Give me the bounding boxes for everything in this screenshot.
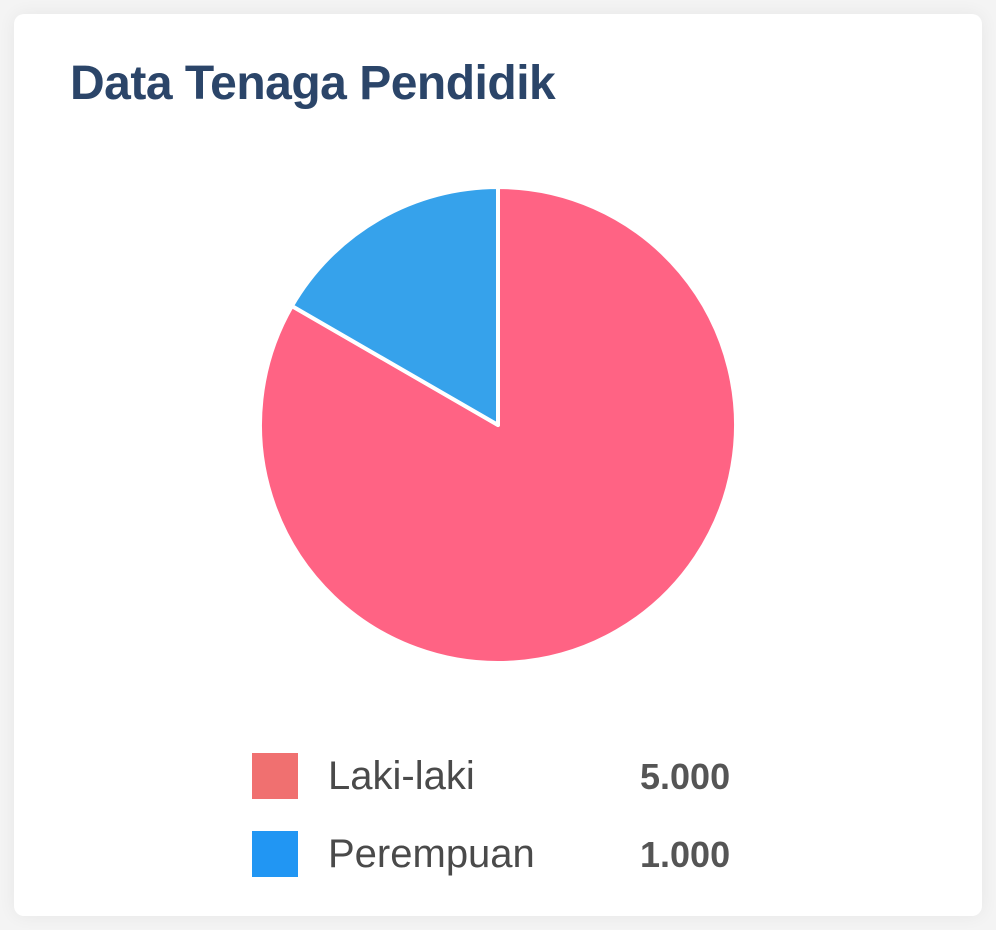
chart-legend: Laki-laki 5.000 Perempuan 1.000 (252, 752, 772, 908)
legend-item-perempuan[interactable]: Perempuan 1.000 (252, 830, 772, 878)
legend-label-laki-laki: Laki-laki (328, 754, 475, 798)
card-title: Data Tenaga Pendidik (70, 57, 556, 110)
chart-card: Data Tenaga Pendidik Laki-laki 5.000 Per… (14, 14, 982, 916)
legend-item-laki-laki[interactable]: Laki-laki 5.000 (252, 752, 772, 800)
legend-value-laki-laki: 5.000 (640, 756, 731, 797)
legend-swatch-laki-laki (252, 753, 298, 799)
legend-value-perempuan: 1.000 (640, 834, 731, 875)
legend-swatch-perempuan (252, 831, 298, 877)
pie-slice-laki-laki[interactable] (258, 185, 738, 665)
pie-slice-perempuan[interactable] (289, 185, 500, 427)
legend-label-perempuan: Perempuan (328, 832, 535, 876)
